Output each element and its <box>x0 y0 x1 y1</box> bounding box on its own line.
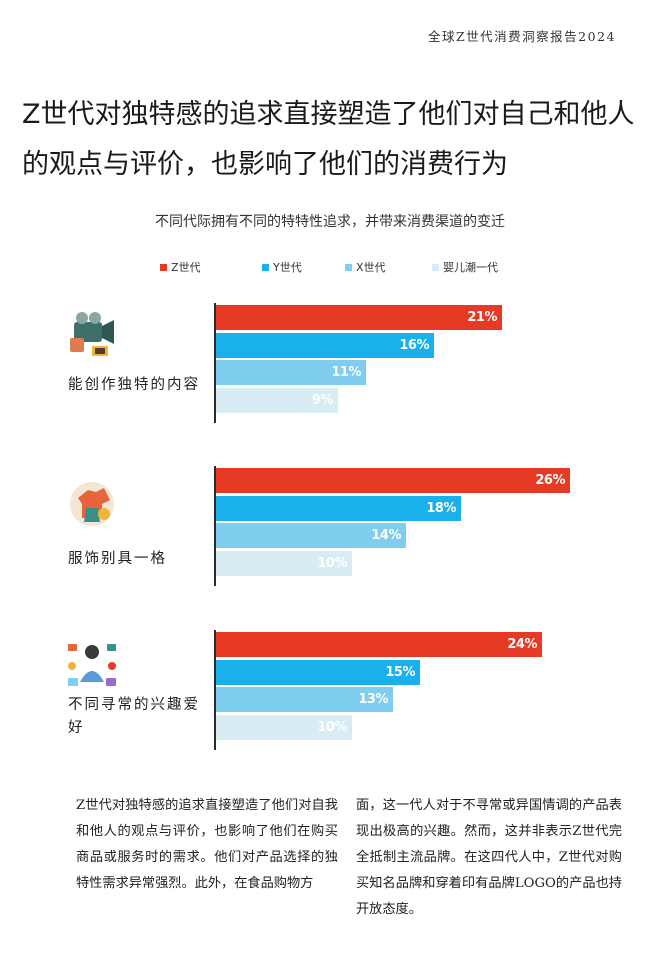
category-label-clothing: 服饰别具一格 <box>68 551 167 567</box>
video-camera-icon <box>70 312 114 356</box>
chart-legend: Z世代 Y世代 X世代 婴儿潮一代 <box>0 259 660 275</box>
bar-value-label: 15% <box>385 664 415 680</box>
bar-hobbies-x: 13% <box>216 687 393 712</box>
bar-value-label: 11% <box>331 365 361 380</box>
legend-swatch-z <box>160 263 167 271</box>
page-headline: Z世代对独特感的追求直接塑造了他们对自己和他人的观点与评价，也影响了他们的消费行… <box>22 99 635 180</box>
axis-line-content <box>214 303 216 423</box>
legend-item-boomer: 婴儿潮一代 <box>432 259 498 275</box>
bar-content-y: 16% <box>216 332 434 358</box>
bar-value-label: 24% <box>507 637 537 652</box>
bar-hobbies-z: 24% <box>216 632 542 657</box>
legend-label-boomer: 婴儿潮一代 <box>443 261 498 274</box>
axis-line-hobbies <box>214 630 216 750</box>
legend-swatch-y <box>262 263 269 271</box>
legend-swatch-boomer <box>432 263 439 271</box>
bar-value-label: 14% <box>371 528 401 543</box>
bar-value-label: 13% <box>358 692 388 707</box>
bar-value-label: 16% <box>399 337 429 353</box>
legend-item-z: Z世代 <box>160 259 201 275</box>
bar-hobbies-y: 15% <box>216 659 420 685</box>
bar-clothing-y: 18% <box>216 495 461 521</box>
bar-value-label: 21% <box>467 310 497 325</box>
body-paragraph-left: Z世代对独特感的追求直接塑造了他们对自我和他人的观点与评价，也影响了他们在购买商… <box>76 798 338 891</box>
bar-value-label: 10% <box>317 719 347 735</box>
bar-value-label: 26% <box>535 473 565 488</box>
clothing-icon <box>70 482 114 526</box>
bar-value-label: 10% <box>317 555 347 571</box>
bar-value-label: 18% <box>426 500 456 516</box>
bar-content-z: 21% <box>216 305 502 330</box>
bar-clothing-boomer: 10% <box>216 550 352 576</box>
report-title: 全球Z世代消费洞察报告2024 <box>428 29 616 44</box>
bar-value-label: 9% <box>311 392 334 408</box>
legend-item-y: Y世代 <box>262 259 302 275</box>
bar-content-boomer: 9% <box>216 387 338 413</box>
legend-swatch-x <box>345 263 352 271</box>
bar-hobbies-boomer: 10% <box>216 714 352 740</box>
body-paragraph-right: 面，这一代人对于不寻常或异国情调的产品表现出极高的兴趣。然而，这并非表示Z世代完… <box>356 798 622 917</box>
hobbies-icon <box>68 644 116 686</box>
legend-label-x: X世代 <box>356 261 386 274</box>
axis-line-clothing <box>214 466 216 586</box>
legend-item-x: X世代 <box>345 259 386 275</box>
bar-clothing-x: 14% <box>216 523 406 548</box>
legend-label-z: Z世代 <box>171 261 201 274</box>
bar-content-x: 11% <box>216 360 366 385</box>
chart-title: 不同代际拥有不同的特特性追求，并带来消费渠道的变迁 <box>155 214 505 230</box>
category-label-content: 能创作独特的内容 <box>68 377 200 393</box>
bar-clothing-z: 26% <box>216 468 570 493</box>
legend-label-y: Y世代 <box>273 261 302 274</box>
category-label-hobbies: 不同寻常的兴趣爱好 <box>68 697 200 736</box>
